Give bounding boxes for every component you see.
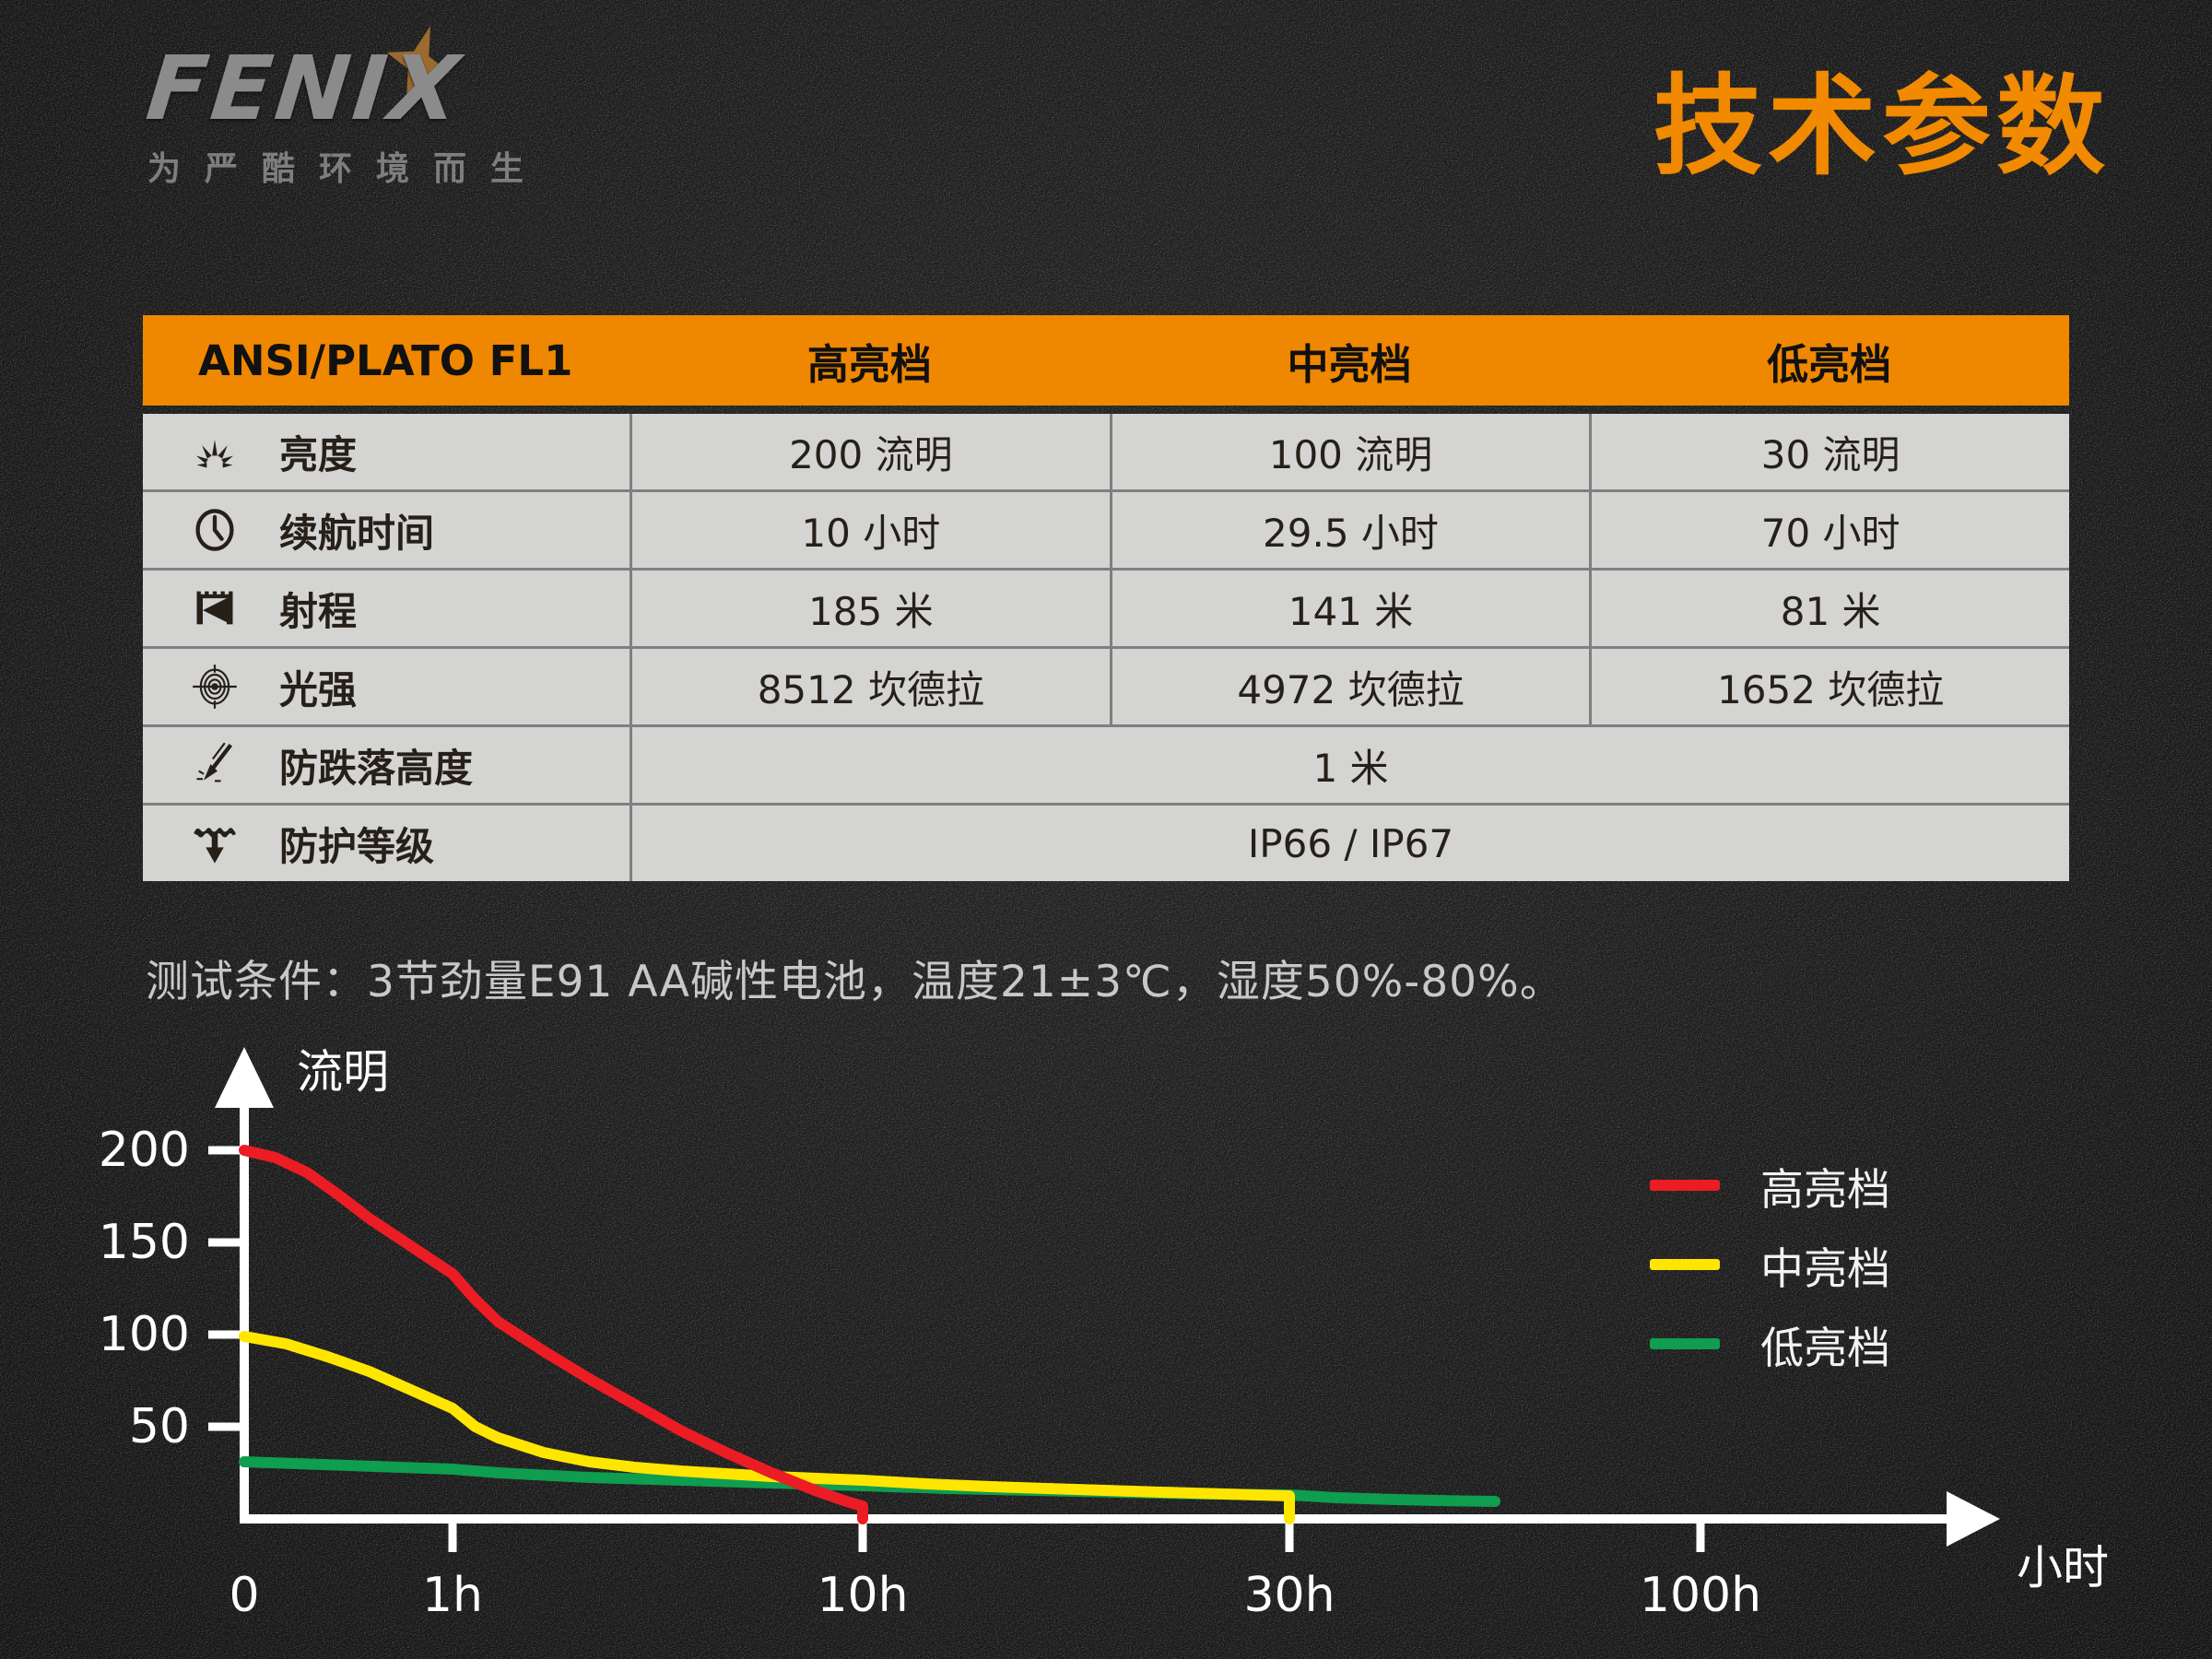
intensity-icon [191, 663, 239, 711]
row-label-brightness: 亮度 [143, 414, 629, 489]
value-intensity-high: 8512 坎德拉 [632, 649, 1110, 724]
row-label-runtime: 续航时间 [143, 492, 629, 568]
value-intensity-mid: 4972 坎德拉 [1112, 649, 1590, 724]
header-low-mode: 低亮档 [1767, 339, 1892, 389]
spec-table-header: ANSI/PLATO FL1 高亮档 中亮档 低亮档 [143, 315, 2069, 406]
value-protection-rating: IP66 / IP67 [632, 806, 2069, 881]
y-axis-arrow-icon [215, 1047, 274, 1108]
table-row: 射程 185 米 141 米 81 米 [143, 571, 2069, 646]
x-tick-label: 1h [422, 1568, 483, 1623]
table-row: 防跌落高度 1 米 [143, 727, 2069, 803]
table-row: 亮度 200 流明 100 流明 30 流明 [143, 414, 2069, 489]
legend-swatch-high [1650, 1180, 1720, 1191]
table-row: 续航时间 10 小时 29.5 小时 70 小时 [143, 492, 2069, 568]
series-line-1 [239, 1331, 1295, 1524]
x-tick-label: 0 [229, 1568, 259, 1623]
row-label-impact: 防跌落高度 [143, 727, 629, 803]
y-tick-label: 100 [99, 1307, 190, 1362]
runtime-chart: 流明 小时 50 100 150 200 0 1h 10h 30h 100h [99, 1045, 2109, 1623]
spec-table-body: 亮度 200 流明 100 流明 30 流明 续航时间 10 小时 29.5 小… [143, 414, 2069, 881]
header-mid-mode: 中亮档 [1287, 339, 1412, 389]
value-beam-high: 185 米 [632, 571, 1110, 646]
test-conditions-note: 测试条件：3节劲量E91 AA碱性电池，温度21±3℃，湿度50%-80%。 [146, 957, 1564, 1007]
value-runtime-low: 70 小时 [1592, 492, 2069, 568]
value-brightness-mid: 100 流明 [1112, 414, 1590, 489]
value-beam-low: 81 米 [1592, 571, 2069, 646]
value-intensity-low: 1652 坎德拉 [1592, 649, 2069, 724]
x-tick-label: 10h [817, 1568, 908, 1623]
table-row: 光强 8512 坎德拉 4972 坎德拉 1652 坎德拉 [143, 649, 2069, 724]
y-tick-label: 200 [99, 1123, 190, 1178]
x-tick-label: 100h [1640, 1568, 1761, 1623]
chart-legend: 高亮档 中亮档 低亮档 [1650, 1159, 2129, 1397]
value-impact-height: 1 米 [632, 727, 2069, 803]
waterproof-icon [191, 819, 239, 867]
y-tick-label: 50 [129, 1399, 190, 1454]
legend-item-high: 高亮档 [1650, 1159, 2129, 1216]
legend-swatch-mid [1650, 1259, 1720, 1270]
value-brightness-low: 30 流明 [1592, 414, 2069, 489]
spec-table: ANSI/PLATO FL1 高亮档 中亮档 低亮档 [143, 315, 2069, 881]
fenix-logo: FENIX 为严酷环境而生 [142, 44, 571, 190]
brand-name: FENIX [142, 37, 468, 140]
y-tick-label: 150 [99, 1215, 190, 1270]
value-runtime-high: 10 小时 [632, 492, 1110, 568]
x-tick-label: 30h [1243, 1568, 1335, 1623]
brand-tagline: 为严酷环境而生 [147, 150, 548, 188]
legend-label-mid: 中亮档 [1760, 1243, 1890, 1295]
value-beam-mid: 141 米 [1112, 571, 1590, 646]
legend-item-low: 低亮档 [1650, 1318, 2129, 1374]
x-axis-arrow-icon [1947, 1491, 2000, 1547]
row-label-beam-distance: 射程 [143, 571, 629, 646]
y-axis-title: 流明 [297, 1045, 389, 1099]
value-brightness-high: 200 流明 [632, 414, 1110, 489]
legend-swatch-low [1650, 1338, 1720, 1349]
row-label-protection: 防护等级 [143, 806, 629, 881]
value-runtime-mid: 29.5 小时 [1112, 492, 1590, 568]
header-standard: ANSI/PLATO FL1 [198, 335, 573, 385]
table-row: 防护等级 IP66 / IP67 [143, 806, 2069, 881]
legend-label-low: 低亮档 [1760, 1323, 1890, 1374]
header-high-mode: 高亮档 [806, 339, 932, 389]
page-title: 技术参数 [1653, 63, 2111, 190]
legend-item-mid: 中亮档 [1650, 1239, 2129, 1295]
series-line-0 [239, 1145, 868, 1524]
impact-resistance-icon [191, 741, 239, 789]
x-axis-title: 小时 [2017, 1541, 2109, 1594]
row-label-intensity: 光强 [143, 649, 629, 724]
runtime-icon [191, 506, 239, 554]
beam-distance-icon [191, 584, 239, 632]
brightness-icon [191, 428, 239, 476]
legend-label-high: 高亮档 [1760, 1164, 1890, 1216]
